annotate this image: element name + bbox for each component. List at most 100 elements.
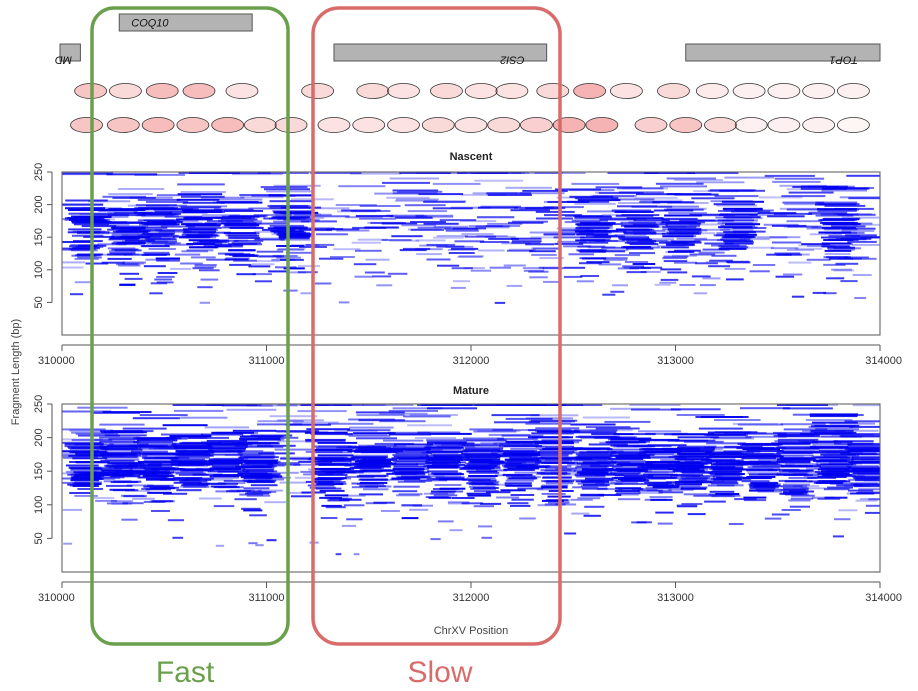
fragment: [433, 494, 458, 497]
fragment: [252, 273, 272, 276]
fragment: [285, 423, 331, 426]
fragment: [501, 434, 544, 437]
fragment: [502, 455, 538, 458]
fragment: [573, 456, 609, 459]
fragment: [716, 204, 758, 207]
fragment: [143, 235, 175, 238]
fragment: [179, 442, 219, 445]
fragment: [240, 463, 274, 466]
fragment: [95, 499, 118, 502]
fragment: [839, 196, 880, 199]
fragment: [242, 435, 284, 438]
nucleosome-oval: [573, 83, 607, 99]
fragment: [677, 446, 716, 449]
nucleosome-oval: [430, 83, 463, 99]
fragment: [102, 455, 138, 458]
fragment: [493, 442, 533, 445]
fragment: [480, 502, 502, 505]
fragment: [674, 179, 724, 181]
fragment: [650, 477, 680, 480]
fragment: [401, 517, 419, 520]
fragment: [572, 486, 599, 489]
fragment: [868, 498, 880, 501]
fragment: [112, 197, 156, 199]
fragment: [229, 253, 255, 256]
fragment: [182, 232, 215, 235]
fragment: [637, 240, 668, 243]
fragment: [280, 206, 322, 209]
fragment: [465, 456, 501, 459]
fragment: [824, 228, 858, 231]
fragment: [588, 443, 628, 446]
fragment: [846, 446, 880, 449]
fragment: [181, 223, 217, 226]
fragment: [121, 240, 152, 243]
fragment: [220, 218, 258, 221]
fragment: [830, 482, 858, 485]
fragment: [508, 221, 544, 224]
fragment: [176, 489, 202, 492]
fragment: [586, 261, 610, 264]
fragment: [81, 225, 117, 228]
fragment: [828, 234, 860, 237]
fragment: [316, 233, 348, 236]
fragment: [392, 490, 418, 493]
mature-title: Mature: [453, 385, 489, 397]
fragment: [464, 444, 504, 447]
nucleosome-oval: [767, 117, 801, 133]
fragment: [689, 213, 728, 216]
fragment: [347, 446, 386, 448]
fragment: [342, 494, 366, 497]
fragment: [311, 459, 346, 462]
x-tick-label: 314000: [865, 592, 902, 604]
fragment: [694, 238, 725, 241]
fragment: [568, 253, 595, 256]
fragment: [865, 504, 880, 507]
fragment: [430, 492, 455, 495]
fragment: [687, 172, 739, 174]
fragment: [664, 214, 702, 217]
fragment: [243, 509, 263, 512]
fragment: [256, 250, 284, 253]
fragment: [717, 219, 754, 222]
fragment: [228, 215, 266, 218]
fragment: [818, 231, 851, 234]
fragment: [533, 440, 574, 443]
fragment: [208, 448, 246, 451]
fragment: [531, 253, 557, 256]
fragment: [833, 440, 874, 443]
fragment: [129, 462, 163, 465]
fragment: [525, 422, 571, 425]
fragment: [242, 467, 275, 470]
fragment: [466, 439, 507, 442]
fragment: [431, 490, 456, 493]
fragment: [540, 485, 567, 488]
fragment: [462, 478, 491, 481]
fragment: [66, 470, 97, 473]
fragment: [418, 479, 448, 482]
fragment: [437, 264, 460, 267]
fragment: [177, 193, 223, 196]
fragment: [577, 455, 613, 458]
fragment: [183, 211, 222, 213]
fragment: [277, 440, 318, 443]
fragment: [617, 267, 639, 270]
fragment: [246, 480, 275, 483]
fragment: [820, 453, 857, 456]
fragment: [387, 272, 408, 275]
fragment: [395, 452, 432, 455]
fragment: [859, 498, 880, 501]
fragment: [474, 226, 509, 229]
fragment: [192, 267, 214, 270]
fragment: [780, 457, 816, 460]
fragment: [174, 253, 201, 256]
fragment: [300, 404, 352, 406]
fragment: [69, 466, 101, 469]
fragment: [243, 438, 285, 441]
fragment: [592, 234, 624, 237]
fragment: [710, 472, 741, 475]
fragment: [680, 487, 707, 490]
fragment: [573, 429, 618, 432]
fragment: [815, 203, 857, 206]
fragment: [242, 479, 271, 482]
